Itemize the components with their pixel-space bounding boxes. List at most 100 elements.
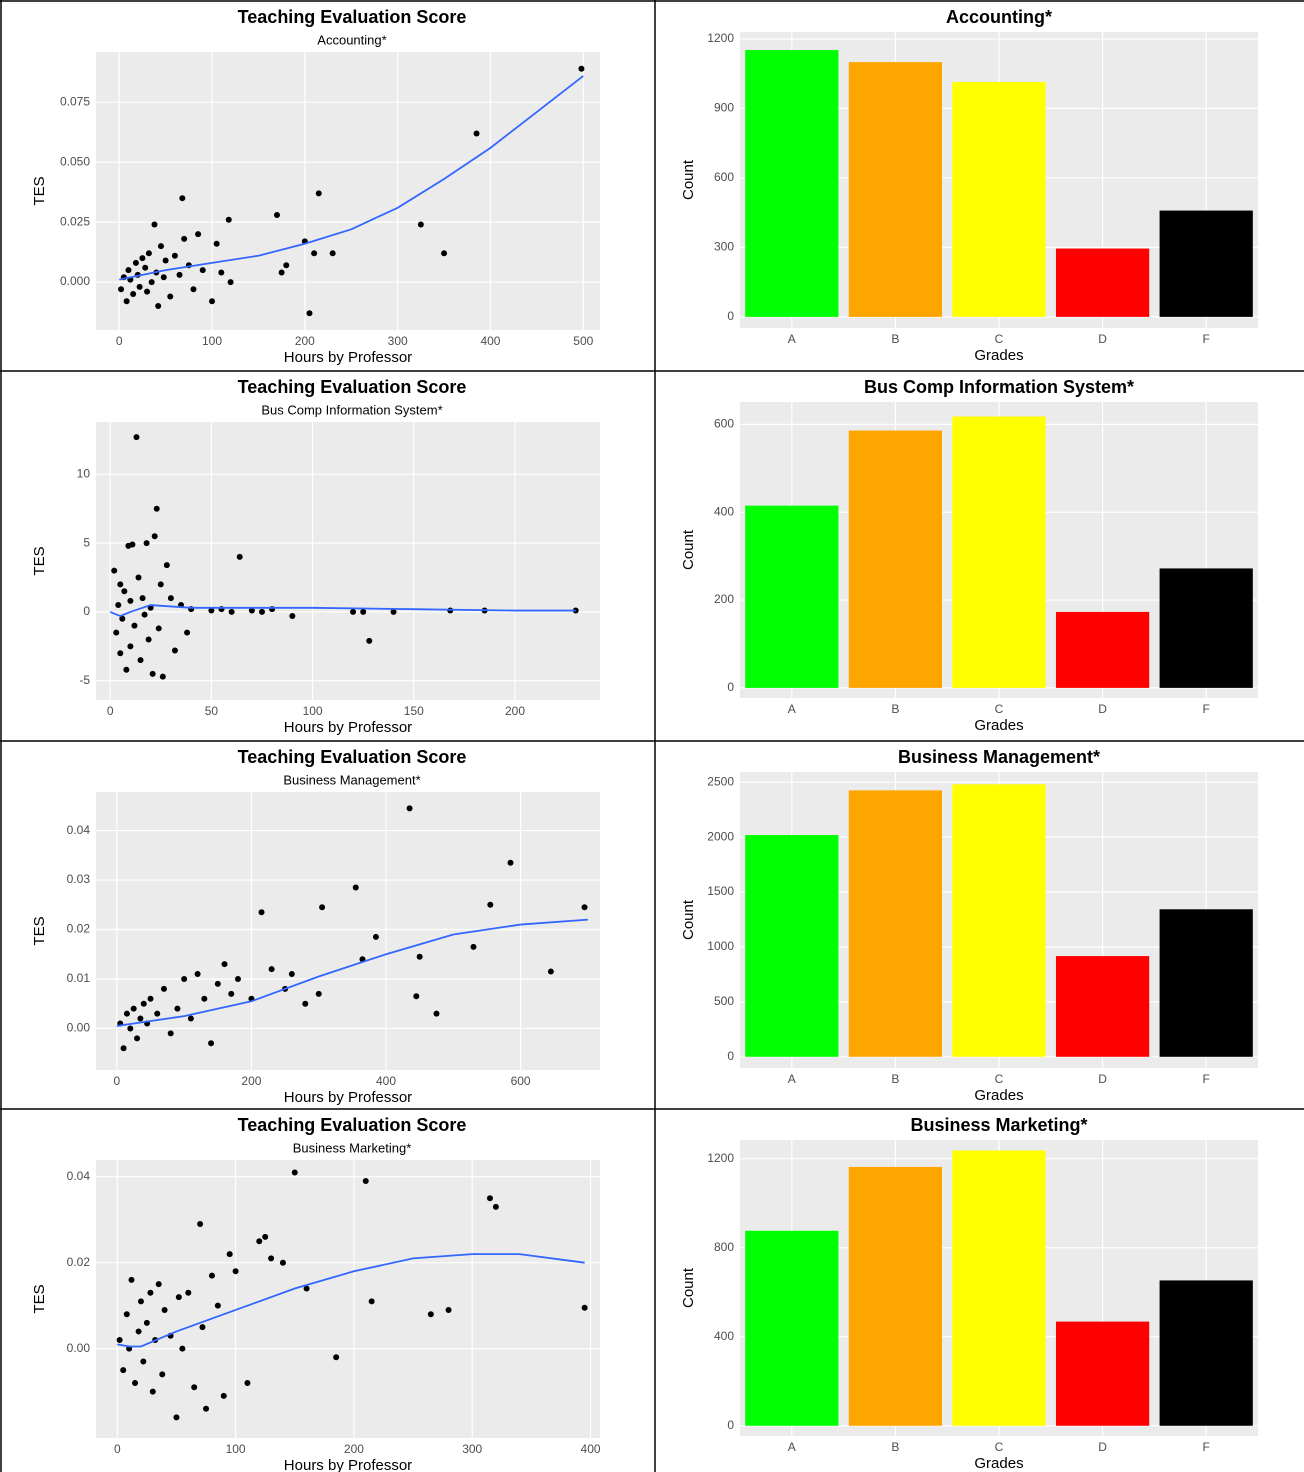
y-tick-label: 0.000 (60, 274, 90, 288)
data-point (175, 1294, 182, 1301)
data-point (149, 1388, 156, 1395)
data-point (155, 625, 162, 632)
bar (745, 505, 839, 688)
x-tick-label: 50 (205, 704, 219, 718)
y-tick-label: 0 (83, 604, 90, 618)
data-point (123, 298, 130, 305)
data-point (161, 1306, 168, 1313)
bar (1055, 248, 1150, 317)
data-point (159, 1371, 166, 1378)
data-point (140, 1000, 147, 1007)
bar (1159, 210, 1253, 317)
y-tick-label: 2500 (707, 774, 734, 788)
x-tick-label: 150 (404, 704, 424, 718)
x-axis-title: Hours by Professor (284, 349, 412, 366)
y-tick-label: 0.00 (67, 1341, 91, 1355)
data-point (258, 909, 265, 916)
y-tick-label: 0.075 (60, 94, 90, 108)
data-point (427, 1311, 434, 1318)
data-point (372, 933, 379, 940)
data-point (329, 250, 336, 257)
data-point (167, 1030, 174, 1037)
data-point (350, 608, 357, 615)
data-point (127, 1025, 134, 1032)
x-tick-label: 200 (505, 704, 525, 718)
data-point (195, 231, 202, 238)
y-axis-title: Count (680, 1267, 697, 1308)
data-point (187, 1015, 194, 1022)
data-point (225, 216, 232, 223)
data-point (117, 650, 124, 657)
data-point (417, 221, 424, 228)
x-tick-label: 0 (116, 334, 123, 348)
y-tick-label: 0.02 (67, 922, 91, 936)
data-point (236, 553, 243, 560)
bar (952, 82, 1046, 317)
data-point (140, 1358, 147, 1365)
chart-subtitle: Bus Comp Information System* (261, 402, 442, 417)
y-axis-title: TES (31, 176, 48, 205)
x-tick-label: F (1203, 332, 1210, 346)
bar (1159, 909, 1253, 1057)
data-point (366, 637, 373, 644)
data-point (507, 859, 514, 866)
chart-title: Bus Comp Information System* (864, 377, 1134, 397)
bar (952, 1150, 1046, 1426)
chart-title: Business Marketing* (910, 1115, 1087, 1135)
chart-title: Business Management* (898, 747, 1100, 767)
data-point (155, 1281, 162, 1288)
data-point (171, 647, 178, 654)
data-point (162, 257, 169, 264)
y-axis-title: TES (31, 916, 48, 945)
chart-title: Accounting* (946, 7, 1052, 27)
x-tick-label: 600 (511, 1074, 531, 1088)
x-tick-label: 0 (114, 1442, 121, 1456)
y-tick-label: 600 (714, 417, 734, 431)
y-axis-title: Count (680, 899, 697, 940)
data-point (470, 943, 477, 950)
data-point (234, 975, 241, 982)
y-tick-label: 500 (714, 994, 734, 1008)
y-tick-label: 1200 (707, 1151, 734, 1165)
y-axis-title: TES (31, 546, 48, 575)
data-point (149, 670, 156, 677)
bar (952, 416, 1046, 688)
data-point (179, 195, 186, 202)
x-tick-label: 500 (573, 334, 593, 348)
data-point (141, 611, 148, 618)
data-point (228, 608, 235, 615)
x-tick-label: D (1098, 1072, 1107, 1086)
data-point (127, 597, 134, 604)
x-tick-label: F (1203, 702, 1210, 716)
data-point (132, 1380, 139, 1387)
data-point (578, 65, 585, 72)
chart-subtitle: Business Management* (283, 772, 420, 787)
data-point (209, 298, 216, 305)
data-point (197, 1221, 204, 1228)
y-tick-label: 0.00 (67, 1021, 91, 1035)
data-point (248, 607, 255, 614)
data-point (221, 961, 228, 968)
data-point (311, 250, 318, 257)
data-point (127, 643, 134, 650)
data-point (143, 1319, 150, 1326)
x-axis-title: Grades (974, 1087, 1023, 1104)
plot-panel (96, 52, 600, 330)
x-tick-label: F (1203, 1072, 1210, 1086)
data-point (232, 1268, 239, 1275)
data-point (135, 574, 142, 581)
data-point (227, 279, 234, 286)
y-tick-label: 1500 (707, 884, 734, 898)
data-point (220, 1392, 227, 1399)
data-point (151, 221, 158, 228)
y-tick-label: 0.04 (67, 1169, 91, 1183)
bar (1055, 611, 1150, 688)
data-point (176, 271, 183, 278)
data-point (179, 1345, 186, 1352)
data-point (268, 1255, 275, 1262)
x-tick-label: D (1098, 332, 1107, 346)
y-tick-label: 1200 (707, 31, 734, 45)
data-point (390, 608, 397, 615)
data-point (288, 971, 295, 978)
y-tick-label: 400 (714, 504, 734, 518)
